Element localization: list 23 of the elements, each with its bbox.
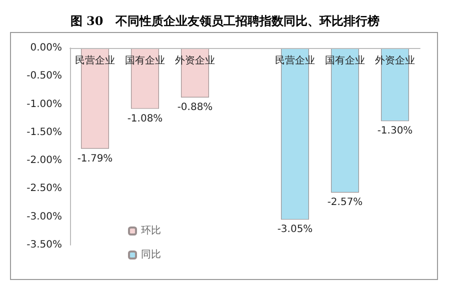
legend-label: 同比 bbox=[141, 248, 161, 260]
x-tick-label: 国有企业 bbox=[125, 54, 165, 66]
data-label: -1.08% bbox=[127, 113, 163, 124]
x-tick-label: 国有企业 bbox=[325, 54, 365, 66]
y-tick-label: -2.50% bbox=[26, 183, 62, 194]
x-tick-label: 民营企业 bbox=[275, 54, 315, 66]
chart-title: 图 30 不同性质企业友领员工招聘指数同比、环比排行榜 bbox=[70, 14, 380, 28]
x-tick-label: 民营企业 bbox=[75, 54, 115, 66]
y-tick-label: -3.00% bbox=[26, 211, 62, 222]
y-tick-label: 0.00% bbox=[30, 42, 62, 54]
data-label: -1.30% bbox=[377, 126, 413, 137]
x-tick-label: 外资企业 bbox=[375, 54, 415, 66]
y-tick-label: -3.50% bbox=[26, 240, 62, 250]
data-label: -2.57% bbox=[327, 197, 363, 208]
data-label: -3.05% bbox=[277, 224, 313, 236]
data-label: -0.88% bbox=[177, 102, 213, 114]
legend-label: 环比 bbox=[141, 224, 161, 236]
y-tick-label: -0.50% bbox=[26, 70, 62, 82]
y-tick-label: -1.50% bbox=[26, 126, 62, 138]
data-label: -1.79% bbox=[77, 153, 113, 164]
y-tick-label: -1.00% bbox=[26, 98, 62, 110]
y-tick-label: -2.00% bbox=[26, 155, 62, 166]
x-tick-label: 外资企业 bbox=[175, 54, 215, 66]
